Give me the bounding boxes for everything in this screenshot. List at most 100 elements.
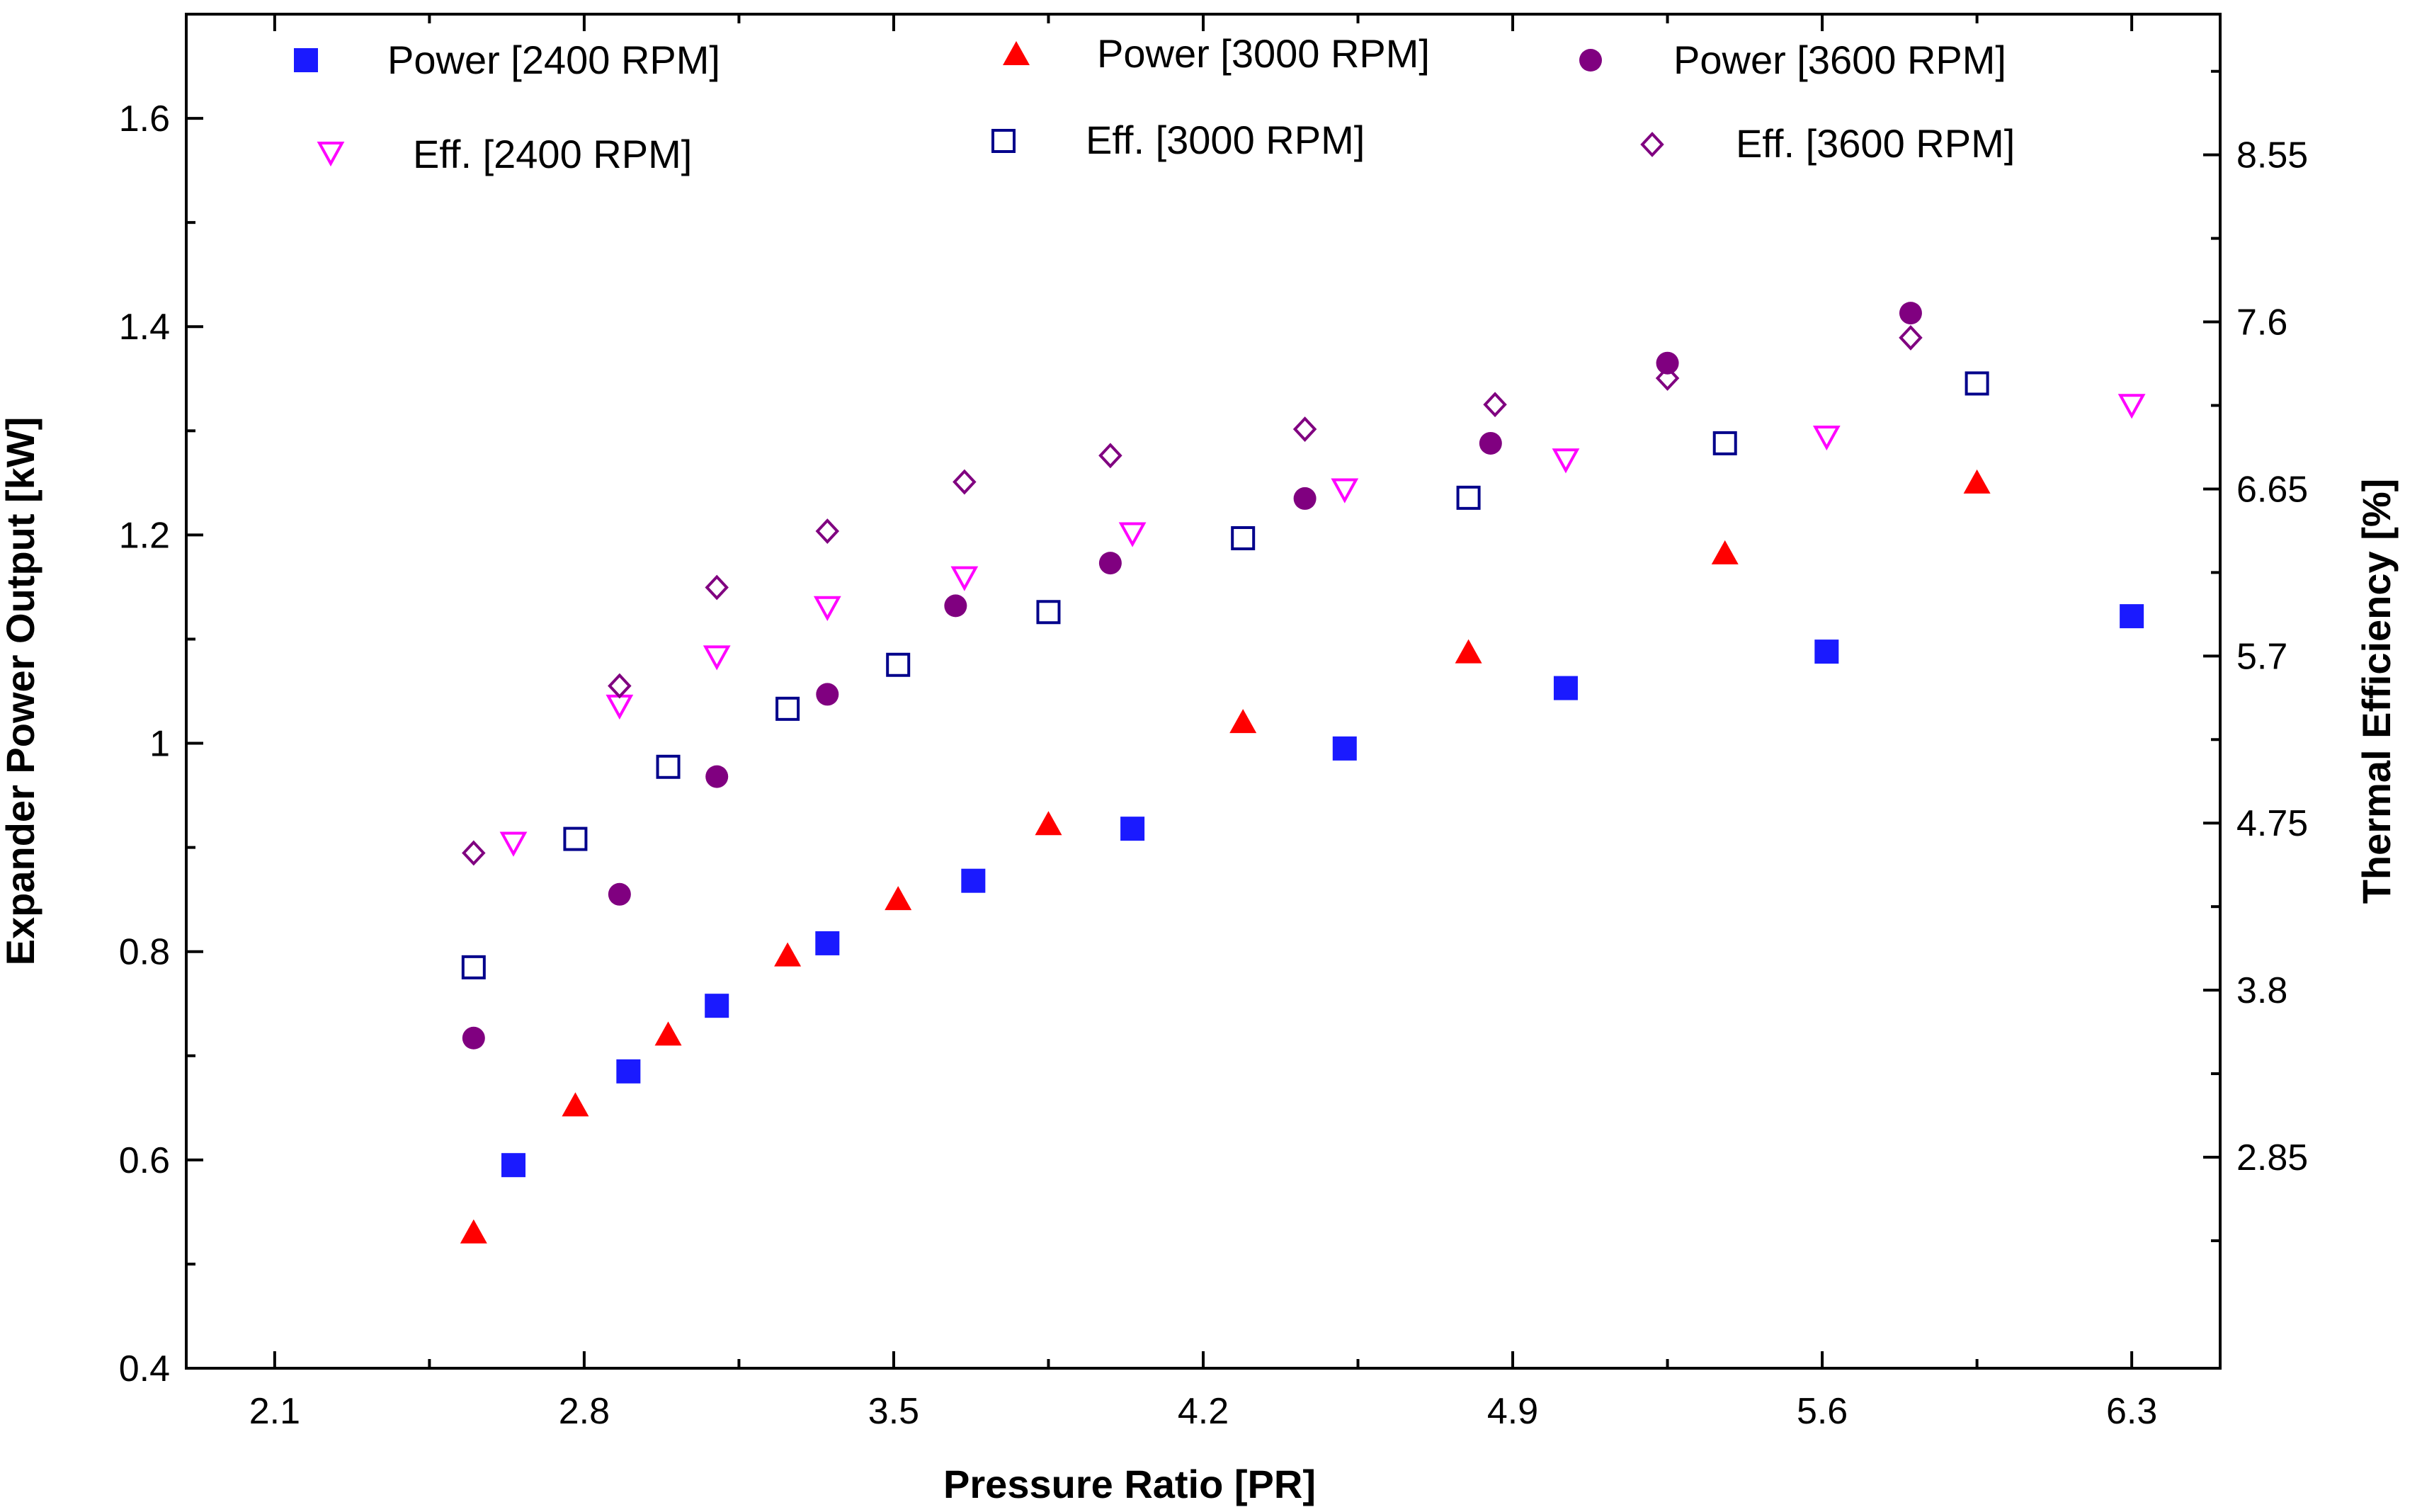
data-point (1036, 600, 1061, 625)
data-point (462, 840, 486, 866)
series-4 (461, 371, 1989, 979)
series-0 (501, 604, 2144, 1178)
data-point (1098, 552, 1122, 575)
series-1 (460, 469, 1991, 1244)
y-tick-label: 1 (149, 724, 170, 765)
data-point (1231, 525, 1256, 550)
data-point (2120, 604, 2144, 629)
data-point (705, 765, 729, 788)
data-point (1293, 487, 1317, 510)
x-tick-label: 6.3 (2106, 1391, 2157, 1432)
data-point (656, 754, 681, 779)
data-point (774, 942, 802, 967)
x-tick-label: 3.5 (868, 1391, 919, 1432)
y-tick-label: 0.6 (119, 1140, 170, 1181)
y2-tick-label: 5.7 (2236, 636, 2287, 677)
x-axis-ticks: 2.1 2.8 3.5 4.2 4.9 5.6 6.3 (249, 14, 2157, 1432)
legend-marker (294, 48, 318, 72)
data-point (616, 1059, 641, 1084)
y-tick-label: 0.4 (119, 1348, 170, 1389)
y2-tick-label: 8.55 (2236, 135, 2308, 176)
data-point (1098, 443, 1122, 469)
legend-label: Power [2400 RPM] (387, 38, 720, 82)
data-point (1814, 640, 1839, 664)
data-point (1963, 469, 1991, 494)
y2-tick-label: 6.65 (2236, 469, 2308, 510)
data-point (1483, 392, 1507, 418)
data-point (1479, 431, 1502, 455)
legend-marker (317, 142, 345, 167)
data-point (608, 673, 632, 699)
legend-marker (1003, 41, 1030, 65)
data-point (813, 596, 841, 621)
data-point (1035, 811, 1062, 836)
data-point (1655, 365, 1680, 391)
data-point (705, 994, 729, 1018)
y2-tick-label: 4.75 (2236, 803, 2308, 844)
data-point (705, 574, 729, 601)
legend-label: Power [3000 RPM] (1097, 31, 1430, 76)
data-point (703, 645, 731, 671)
y2-axis-title: Thermal Efficiency [%] (2354, 479, 2399, 904)
legend-label: Eff. [3600 RPM] (1736, 121, 2015, 166)
data-point (775, 696, 800, 721)
data-point (1331, 478, 1359, 504)
data-point (1711, 540, 1739, 564)
data-point (953, 469, 977, 495)
y-tick-label: 0.8 (119, 932, 170, 973)
y2-tick-label: 2.85 (2236, 1137, 2308, 1178)
x-tick-label: 2.8 (559, 1391, 610, 1432)
data-point (944, 594, 967, 618)
x-axis-title: Pressure Ratio [PR] (943, 1462, 1316, 1506)
data-point (654, 1021, 682, 1046)
legend-item: Eff. [2400 RPM] (317, 132, 692, 176)
data-point (950, 566, 979, 591)
data-point (2117, 394, 2146, 419)
legend: Power [2400 RPM] Power [3000 RPM] Power [3… (294, 31, 2015, 176)
y-tick-label: 1.4 (119, 307, 170, 348)
data-point (815, 931, 840, 955)
legend-label: Eff. [3000 RPM] (1086, 118, 1365, 162)
data-point (461, 955, 486, 979)
data-point (1712, 431, 1737, 455)
data-point (499, 831, 528, 857)
data-point (886, 652, 911, 677)
data-points (460, 302, 2146, 1244)
y-tick-label: 1.6 (119, 98, 170, 140)
y2-tick-label: 3.8 (2236, 970, 2287, 1011)
y2-axis-ticks: 2.85 3.8 4.75 5.7 6.65 7.6 8.55 (2203, 69, 2308, 1242)
data-point (1456, 485, 1481, 510)
legend-marker (991, 129, 1016, 153)
legend-item: Power [3000 RPM] (1003, 31, 1430, 76)
data-point (562, 1092, 589, 1117)
legend-marker (1640, 132, 1664, 157)
series-3 (499, 394, 2146, 857)
legend-label: Power [3600 RPM] (1673, 38, 2006, 82)
legend-marker (1579, 49, 1602, 72)
y-axis-ticks: 0.4 0.6 0.8 1 1.2 1.4 1.6 (119, 13, 203, 1389)
legend-item: Eff. [3600 RPM] (1640, 121, 2015, 166)
x-tick-label: 5.6 (1797, 1391, 1848, 1432)
data-point (460, 1219, 487, 1244)
x-tick-label: 4.9 (1487, 1391, 1538, 1432)
y-axis-title: Expander Power Output [kW] (0, 417, 42, 966)
data-point (1229, 709, 1257, 734)
data-point (501, 1153, 526, 1178)
data-point (1120, 817, 1145, 841)
x-tick-label: 2.1 (249, 1391, 300, 1432)
data-point (1812, 425, 1841, 451)
legend-label: Eff. [2400 RPM] (413, 132, 692, 176)
series-2 (462, 302, 1922, 1050)
data-point (563, 826, 588, 851)
data-point (1899, 324, 1923, 351)
data-point (961, 868, 986, 893)
data-point (1965, 371, 1989, 396)
data-point (1332, 736, 1357, 761)
data-point (1292, 416, 1317, 442)
legend-item: Power [2400 RPM] (294, 38, 720, 82)
legend-item: Eff. [3000 RPM] (991, 118, 1365, 162)
y2-tick-label: 7.6 (2236, 302, 2287, 343)
data-point (815, 518, 840, 544)
legend-item: Power [3600 RPM] (1579, 38, 2006, 82)
